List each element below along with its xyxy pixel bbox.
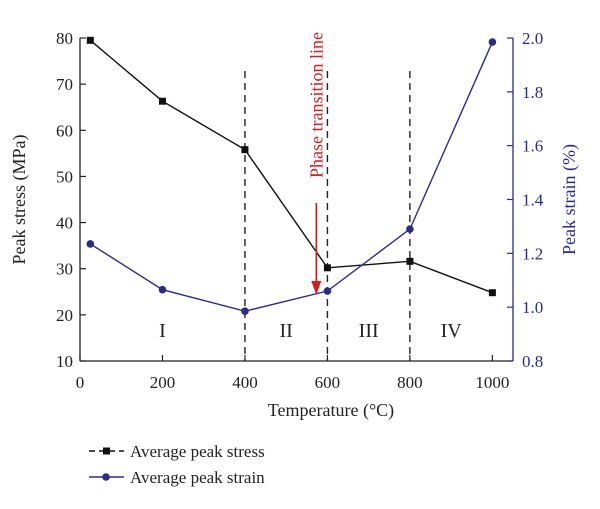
axes: 0 200 400 600 800 1000 10 20 30 40 50 60 70 80 0.8 1.0 1… (9, 29, 580, 421)
x-tick-label: 1000 (475, 373, 509, 392)
x-tick-label: 800 (397, 373, 423, 392)
y-right-tick-label: 1.4 (522, 191, 544, 210)
stress-point (323, 264, 331, 272)
y-left-tick-label: 70 (56, 75, 73, 94)
legend-label: Average peak stress (130, 442, 265, 461)
y-left-tick-label: 80 (56, 29, 73, 48)
region-label-iii: III (359, 320, 379, 342)
x-tick-label: 400 (232, 373, 258, 392)
y-axis-left-title: Peak stress (MPa) (9, 135, 30, 265)
phase-transition-label: Phase transition line (306, 32, 326, 178)
strain-point (488, 38, 497, 46)
region-label-ii: II (280, 320, 293, 342)
stress-point (406, 257, 414, 265)
stress-point (86, 36, 94, 44)
y-axis-right-title: Peak strain (%) (559, 144, 580, 255)
legend: Average peak stress Average peak strain (89, 442, 265, 487)
stress-point (158, 97, 166, 105)
y-right-tick-label: 1.0 (522, 298, 543, 317)
annotation: Phase transition line (306, 32, 326, 295)
series-line-1 (89, 39, 493, 294)
strain-point (406, 225, 414, 233)
legend-marker-circle (102, 473, 110, 481)
series-line-2 (89, 41, 494, 312)
x-axis-title: Temperature (°C) (268, 400, 394, 421)
y-left-tick-label: 50 (56, 167, 73, 186)
y-right-tick-label: 1.6 (522, 137, 543, 156)
region-label-i: I (159, 320, 166, 342)
legend-marker-square (103, 447, 110, 455)
region-label-iv: IV (441, 320, 463, 342)
x-tick-label: 200 (150, 373, 176, 392)
y-right-tick-label: 0.8 (522, 352, 543, 371)
arrow-head (311, 281, 322, 295)
strain-point (241, 307, 249, 316)
stress-point (488, 289, 496, 297)
strain-point (158, 285, 167, 294)
y-left-tick-label: 60 (56, 121, 73, 140)
stress-point (241, 146, 249, 154)
y-left-tick-label: 20 (56, 306, 73, 325)
y-left-tick-label: 10 (56, 352, 73, 371)
x-tick-label: 600 (315, 373, 341, 392)
y-right-tick-label: 1.2 (522, 244, 543, 263)
y-left-tick-label: 30 (56, 260, 73, 279)
legend-label: Average peak strain (130, 468, 265, 487)
y-left-tick-label: 40 (56, 214, 73, 233)
series (86, 36, 497, 316)
strain-point (323, 287, 332, 295)
y-right-tick-label: 2.0 (522, 29, 543, 48)
x-tick-label: 0 (76, 373, 85, 392)
y-right-tick-label: 1.8 (522, 83, 543, 102)
strain-point (86, 240, 95, 248)
